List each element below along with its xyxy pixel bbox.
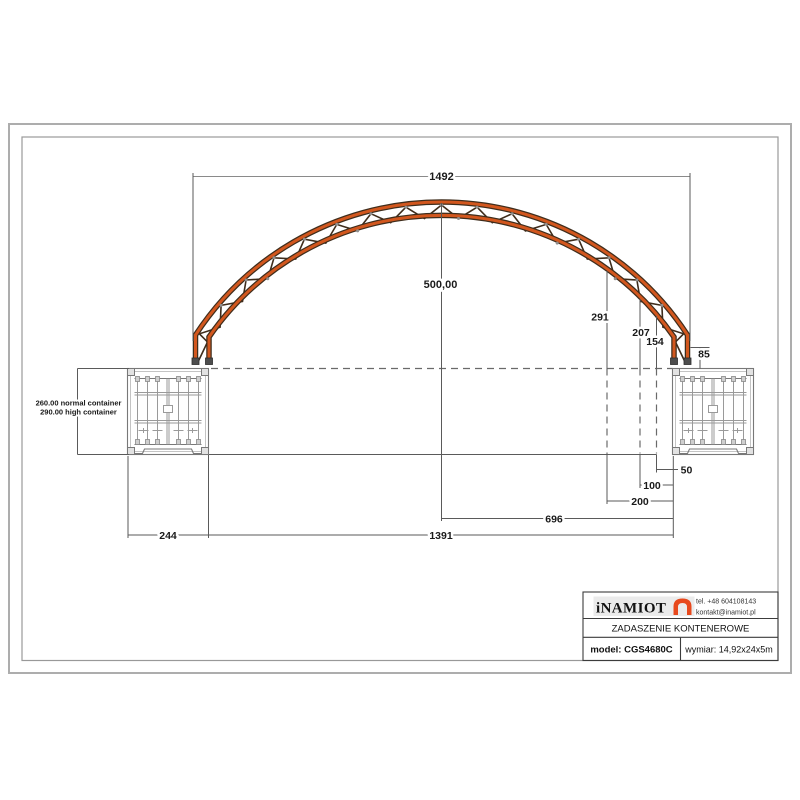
- dim-200: 200: [631, 496, 649, 508]
- dim-154: 154: [646, 336, 664, 348]
- title-block-size: wymiar: 14,92x24x5m: [684, 645, 773, 655]
- dim-span-top: 1492: [429, 171, 453, 183]
- dim-207: 207: [632, 327, 650, 339]
- title-block-email: kontakt@inamiot.pl: [696, 610, 756, 617]
- truss-node-plates: [219, 203, 664, 307]
- dim-height-center: 500,00: [424, 279, 458, 291]
- dim-696: 696: [545, 514, 563, 526]
- outer-chord: [194, 200, 689, 360]
- brand-name: iNAMIOT: [596, 601, 666, 617]
- left-container: [126, 367, 210, 456]
- title-block-model: model: CGS4680C: [590, 645, 672, 656]
- leg-base-plates: [191, 357, 692, 365]
- dim-50: 50: [681, 465, 693, 477]
- dim-244: 244: [159, 530, 177, 542]
- right-container: [671, 367, 755, 456]
- title-block-doc-title: ZADASZENIE KONTENEROWE: [612, 624, 750, 635]
- dim-291: 291: [591, 312, 609, 324]
- dim-85: 85: [698, 349, 710, 361]
- container-note-line1: 260.00 normal container: [36, 399, 122, 408]
- dimension-labels: 1492 500,00 291 207 154 85 50 100 200 69…: [34, 169, 713, 545]
- logo-background: [593, 596, 695, 616]
- title-block-phone: tel. +48 604108143: [696, 599, 756, 606]
- dimension-lines: [77, 173, 710, 538]
- title-block: iNAMIOT tel. +48 604108143 kontakt@inami…: [582, 591, 779, 662]
- dim-1391: 1391: [429, 530, 453, 542]
- drawing-frame: [8, 123, 792, 674]
- dim-100: 100: [643, 480, 661, 492]
- arch-logo-icon: [673, 598, 692, 615]
- container-note-line2: 290.00 high container: [40, 408, 117, 417]
